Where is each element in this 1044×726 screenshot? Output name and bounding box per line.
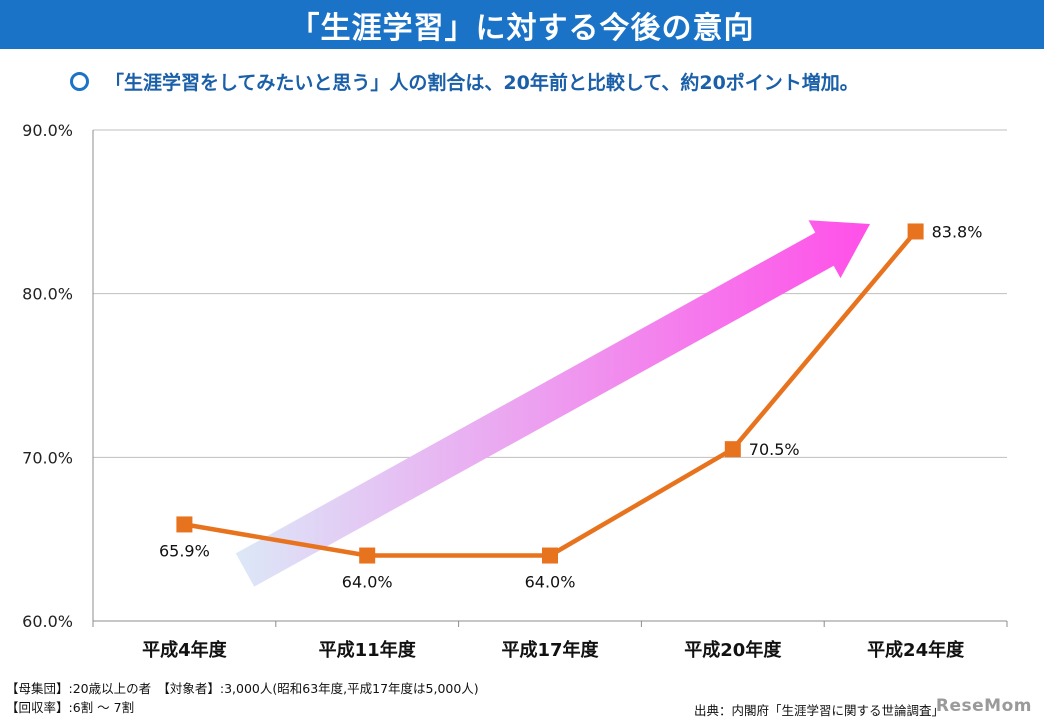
data-label: 64.0% (525, 573, 576, 592)
circle-bullet-icon (70, 71, 89, 91)
source-note: 出典：内閣府「生涯学習に関する世論調査」 (694, 703, 945, 718)
data-point-marker (907, 223, 924, 240)
subtitle: 「生涯学習をしてみたいと思う」人の割合は、20年前と比較して、約20ポイント増加… (70, 64, 859, 98)
data-point-marker (724, 441, 741, 458)
y-tick-label: 60.0% (22, 612, 73, 631)
y-tick-label: 90.0% (22, 121, 73, 140)
y-tick-label: 80.0% (22, 285, 73, 304)
trend-arrow (235, 220, 871, 587)
data-point-marker (542, 547, 558, 564)
x-tick-label: 平成11年度 (319, 639, 417, 661)
data-point-marker (359, 547, 376, 564)
data-point-marker (176, 516, 193, 533)
page-title: 「生涯学習」に対する今後の意向 (0, 0, 1044, 49)
data-label: 70.5% (749, 440, 800, 459)
x-tick-label: 平成20年度 (684, 639, 782, 661)
footnote-response-rate: 【回収率】:6割 ～ 7割 (6, 700, 135, 715)
footnote-population: 【母集団】:20歳以上の者 【対象者】:3,000人(昭和63年度,平成17年度… (6, 681, 479, 696)
watermark-logo: ReseMom (935, 696, 1032, 716)
data-label: 83.8% (932, 222, 983, 241)
y-tick-label: 70.0% (22, 448, 73, 467)
x-tick-label: 平成24年度 (867, 639, 965, 661)
data-label: 65.9% (159, 541, 210, 560)
x-tick-label: 平成17年度 (501, 639, 599, 661)
data-label: 64.0% (342, 573, 393, 592)
x-tick-label: 平成4年度 (142, 639, 228, 661)
subtitle-text: 「生涯学習をしてみたいと思う」人の割合は、20年前と比較して、約20ポイント増加… (105, 71, 859, 94)
